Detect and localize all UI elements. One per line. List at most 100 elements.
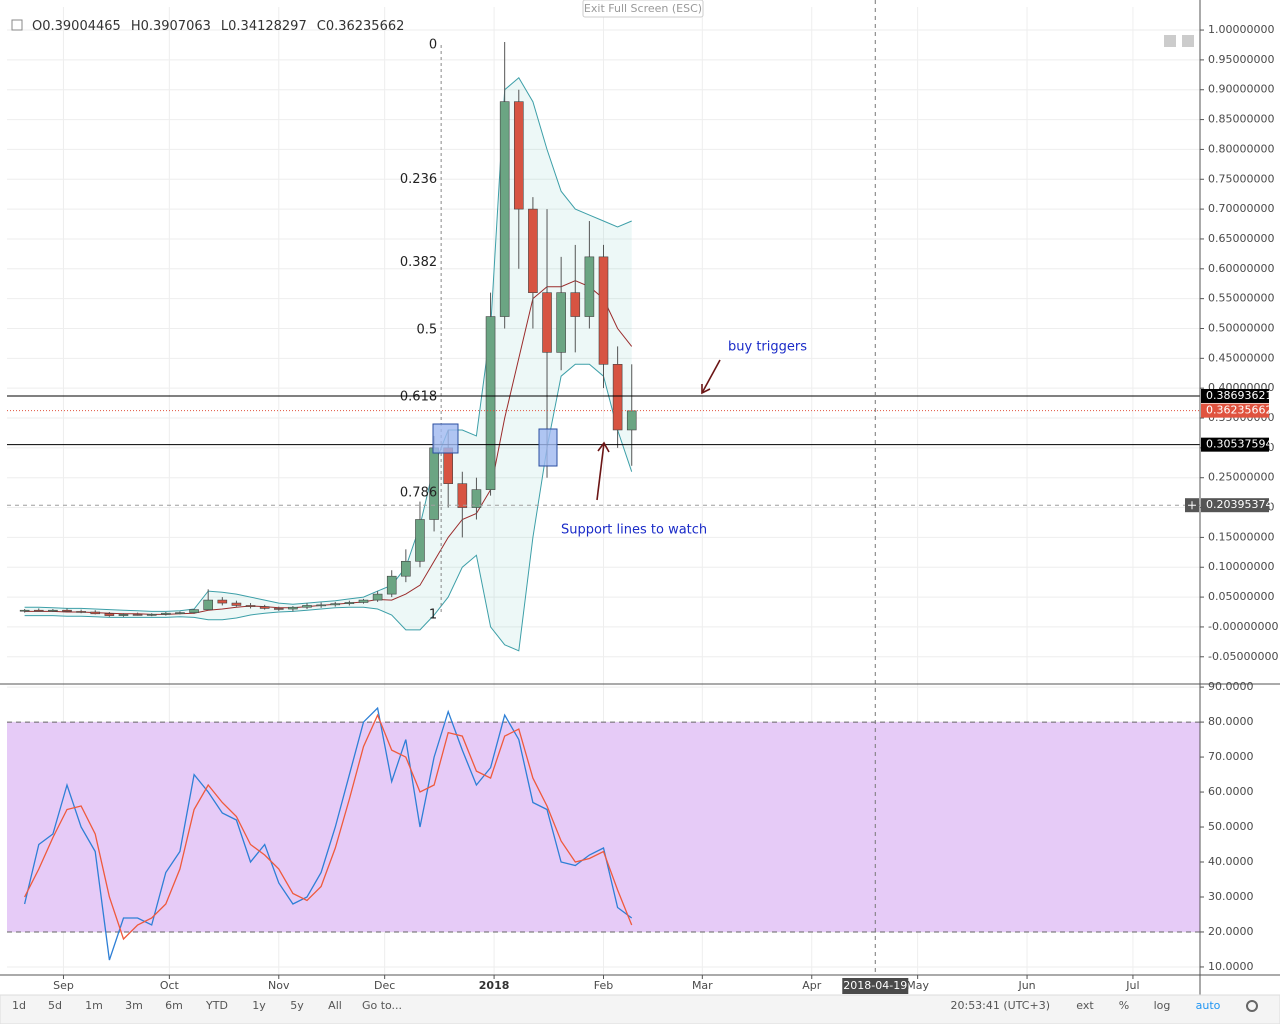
fib-label: 0.382: [400, 255, 437, 270]
y-tick-label: 90.0000: [1208, 680, 1254, 693]
range-button[interactable]: 5y: [290, 999, 304, 1012]
range-button[interactable]: YTD: [205, 999, 228, 1012]
price-label-box: [1201, 388, 1269, 403]
candle-body: [485, 316, 496, 490]
price-label: 0.36235662: [1206, 404, 1272, 417]
exit-label[interactable]: Exit Full Screen (ESC): [584, 2, 702, 15]
y-tick-label: 0.05000000: [1208, 590, 1274, 603]
y-tick-label: 0.45000000: [1208, 351, 1274, 364]
range-button[interactable]: All: [328, 999, 342, 1012]
y-tick-label: 0.55000000: [1208, 292, 1274, 305]
y-tick-label: 0.95000000: [1208, 53, 1274, 66]
candle-body: [189, 609, 199, 613]
y-tick-label: 1.00000000: [1208, 23, 1274, 36]
toolbar: 1d 5d 1m 3m 6m YTD 1y 5y All Go to... 20:53:41 (UT…: [12, 999, 1258, 1012]
bollinger-upper: [24, 77, 632, 612]
range-button[interactable]: 1d: [12, 999, 26, 1012]
candle-body: [542, 292, 552, 353]
y-tick-label: 0.10000000: [1208, 560, 1274, 573]
candle-body: [344, 602, 355, 604]
stoch-line: [23, 706, 633, 961]
settings-icon[interactable]: [1246, 1000, 1258, 1012]
fib-label: 0.236: [400, 172, 437, 187]
price-label-box: [1201, 498, 1269, 513]
add-icon[interactable]: [1188, 501, 1196, 510]
candle-body: [19, 609, 30, 612]
candle-body: [273, 608, 284, 610]
candle-body: [316, 604, 326, 607]
option-button[interactable]: auto: [1196, 999, 1221, 1012]
candle-body: [231, 602, 242, 606]
candle-body: [146, 614, 157, 616]
y-tick-label: 80.0000: [1208, 715, 1254, 728]
range-button[interactable]: 5d: [48, 999, 62, 1012]
candle-body: [386, 575, 397, 595]
pane-button[interactable]: [1182, 35, 1194, 47]
candle-body: [90, 611, 101, 615]
candle-body: [161, 612, 171, 615]
y-tick-label: 0.25000000: [1208, 471, 1274, 484]
y-tick-label: 0.75000000: [1208, 172, 1274, 185]
drawing-box: [538, 428, 558, 467]
legend-key: H: [131, 19, 141, 34]
fib-label: 0.618: [400, 390, 437, 405]
stoch-lines: [23, 706, 633, 961]
range-button[interactable]: 6m: [165, 999, 183, 1012]
axes: -0.05000000 -0.00000000 0.05000000 0.100000…: [53, 23, 1278, 994]
candle-body: [245, 605, 256, 607]
arrow: [701, 359, 721, 395]
x-tick-label: Nov: [268, 979, 290, 992]
candle-body: [104, 613, 115, 616]
pane-button[interactable]: [1164, 35, 1176, 47]
y-tick-label: 20.0000: [1208, 925, 1254, 938]
candle-body: [401, 560, 411, 577]
range-button[interactable]: 1m: [85, 999, 103, 1012]
y-tick-label: 10.0000: [1208, 960, 1254, 973]
candle-body: [217, 599, 228, 604]
candle-body: [584, 256, 595, 317]
legend-value: 0.36235662: [326, 19, 405, 34]
x-tick-label: Apr: [802, 979, 822, 992]
option-button[interactable]: ext: [1076, 999, 1094, 1012]
y-tick-label: -0.05000000: [1208, 650, 1278, 663]
arrow: [596, 441, 610, 501]
y-tick-label: 0.90000000: [1208, 83, 1274, 96]
stoch-band: [7, 722, 1200, 932]
legend-value: 0.34128297: [228, 19, 307, 34]
range-button[interactable]: Go to...: [362, 999, 402, 1012]
candle-body: [499, 101, 510, 317]
y-tick-label: 0.50000000: [1208, 321, 1274, 334]
x-tick-label: Mar: [692, 979, 713, 992]
collapse-icon[interactable]: [11, 19, 23, 31]
candle-body: [528, 208, 538, 293]
candle-body: [457, 483, 468, 508]
fib-label: 0.5: [416, 322, 437, 337]
range-button[interactable]: 3m: [125, 999, 143, 1012]
price-label: 0.30537594: [1206, 438, 1272, 451]
y-tick-label: 70.0000: [1208, 750, 1254, 763]
y-tick-label: 60.0000: [1208, 785, 1254, 798]
candle-body: [76, 611, 86, 613]
candle-body: [415, 519, 425, 562]
candle-body: [598, 256, 609, 365]
crosshair-box: [842, 978, 909, 994]
drawing-box: [432, 423, 459, 454]
legend-key: O: [32, 19, 42, 34]
candle-body: [330, 603, 341, 606]
price-label-box: [1201, 403, 1269, 418]
option-button[interactable]: %: [1119, 999, 1129, 1012]
fib-label: 1: [429, 607, 437, 622]
candle-body: [259, 606, 270, 609]
x-tick-label: Jul: [1125, 979, 1139, 992]
y-tick-label: 40.0000: [1208, 855, 1254, 868]
option-button[interactable]: log: [1154, 999, 1171, 1012]
fib-label: 0.786: [400, 486, 437, 501]
price-label: 0.20395374: [1206, 498, 1272, 511]
clock: 20:53:41 (UTC+3): [950, 999, 1050, 1012]
legend-value: 0.3907063: [141, 19, 211, 34]
exit-button[interactable]: [582, 0, 704, 18]
range-button[interactable]: 1y: [252, 999, 266, 1012]
candle-body: [429, 447, 439, 520]
